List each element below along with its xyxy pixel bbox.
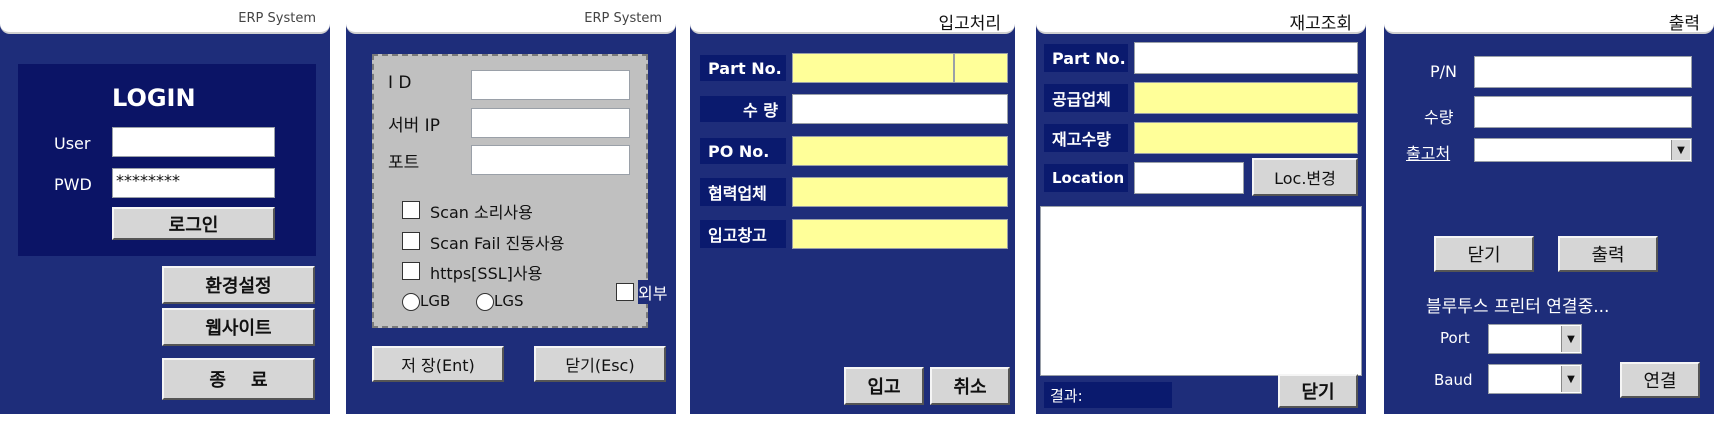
save-button[interactable]: 저 장(Ent) bbox=[372, 346, 504, 382]
qty-input[interactable] bbox=[792, 94, 1008, 124]
chevron-down-icon[interactable]: ▼ bbox=[1671, 140, 1690, 160]
login-screen: ERP System LOGIN User PWD ******** 로그인 환… bbox=[0, 6, 330, 414]
app-title: ERP System bbox=[238, 11, 316, 26]
user-label: User bbox=[54, 134, 91, 153]
screen-title: 출력 bbox=[1668, 14, 1700, 34]
password-input[interactable]: ******** bbox=[112, 168, 275, 198]
port-input[interactable] bbox=[471, 145, 630, 175]
print-screen: 출력 P/N 수량 출고처 ▼ 닫기 출력 블루투스 프린터 연결중... Po… bbox=[1384, 6, 1714, 414]
radio-lgs[interactable] bbox=[476, 293, 494, 311]
scan-sound-label: Scan 소리사용 bbox=[430, 203, 533, 222]
po-no-label: PO No. bbox=[700, 138, 786, 164]
radio-lgs-label: LGS bbox=[494, 292, 524, 310]
settings-panel: I D 서버 IP 포트 Scan 소리사용 Scan Fail 진동사용 ht… bbox=[372, 54, 648, 328]
result-list[interactable] bbox=[1040, 206, 1362, 376]
stock-qty-label: 재고수량 bbox=[1044, 124, 1128, 152]
title-bar: 재고조회 bbox=[1036, 6, 1366, 34]
port-select[interactable]: ▼ bbox=[1488, 324, 1582, 354]
ship-to-label: 출고처 bbox=[1406, 144, 1451, 163]
close-button[interactable]: 닫기(Esc) bbox=[534, 346, 666, 382]
bluetooth-status: 블루투스 프린터 연결중... bbox=[1426, 297, 1610, 317]
pn-label: P/N bbox=[1430, 62, 1458, 81]
website-button[interactable]: 웹사이트 bbox=[162, 308, 315, 346]
title-bar: ERP System bbox=[0, 6, 330, 34]
qty-input[interactable] bbox=[1474, 96, 1692, 128]
external-checkbox[interactable] bbox=[616, 283, 634, 301]
pwd-label: PWD bbox=[54, 175, 92, 194]
location-label: Location bbox=[1044, 164, 1128, 192]
radio-lgb-label: LGB bbox=[420, 292, 451, 310]
close-button[interactable]: 닫기 bbox=[1278, 374, 1358, 408]
https-checkbox[interactable] bbox=[402, 262, 420, 280]
https-label: https[SSL]사용 bbox=[430, 264, 543, 283]
app-title: ERP System bbox=[584, 11, 662, 26]
receiving-screen: 입고처리 Part No. 수 량 PO No. 협력업체 입고창고 입고 취소 bbox=[690, 6, 1015, 414]
loc-change-button[interactable]: Loc.변경 bbox=[1252, 158, 1358, 196]
part-no-label: Part No. bbox=[1044, 44, 1128, 72]
baud-label: Baud bbox=[1434, 371, 1473, 389]
qty-label: 수 량 bbox=[700, 96, 786, 122]
warehouse-input[interactable] bbox=[792, 219, 1008, 249]
port-label: Port bbox=[1440, 329, 1470, 347]
supplier-input[interactable] bbox=[1134, 82, 1358, 114]
chevron-down-icon[interactable]: ▼ bbox=[1561, 326, 1580, 352]
server-ip-input[interactable] bbox=[471, 108, 630, 138]
login-button[interactable]: 로그인 bbox=[112, 207, 275, 240]
part-no-input[interactable] bbox=[1134, 42, 1358, 74]
partner-input[interactable] bbox=[792, 177, 1008, 207]
radio-lgb[interactable] bbox=[402, 293, 420, 311]
login-panel: LOGIN User PWD ******** 로그인 bbox=[18, 64, 316, 256]
result-label: 결과: bbox=[1044, 382, 1172, 408]
cancel-button[interactable]: 취소 bbox=[930, 367, 1010, 405]
title-bar: ERP System bbox=[346, 6, 676, 34]
settings-button[interactable]: 환경설정 bbox=[162, 266, 315, 304]
receive-button[interactable]: 입고 bbox=[844, 367, 924, 405]
external-label: 외부 bbox=[638, 280, 668, 304]
title-bar: 입고처리 bbox=[690, 6, 1015, 34]
id-label: I D bbox=[388, 73, 412, 93]
pn-input[interactable] bbox=[1474, 56, 1692, 88]
server-ip-label: 서버 IP bbox=[388, 116, 440, 136]
warehouse-label: 입고창고 bbox=[700, 220, 786, 248]
settings-screen: ERP System I D 서버 IP 포트 Scan 소리사용 Scan F… bbox=[346, 6, 676, 414]
baud-select[interactable]: ▼ bbox=[1488, 364, 1582, 394]
po-no-input[interactable] bbox=[792, 136, 1008, 166]
scan-fail-checkbox[interactable] bbox=[402, 232, 420, 250]
part-no-suffix-input[interactable] bbox=[954, 53, 1008, 83]
partner-label: 협력업체 bbox=[700, 178, 786, 206]
port-label: 포트 bbox=[388, 153, 420, 173]
password-value: ******** bbox=[116, 171, 180, 190]
inventory-screen: 재고조회 Part No. 공급업체 재고수량 Location Loc.변경 … bbox=[1036, 6, 1366, 414]
print-button[interactable]: 출력 bbox=[1558, 236, 1658, 272]
user-input[interactable] bbox=[112, 127, 275, 157]
supplier-label: 공급업체 bbox=[1044, 84, 1128, 112]
title-bar: 출력 bbox=[1384, 6, 1714, 34]
close-button[interactable]: 닫기 bbox=[1434, 236, 1534, 272]
scan-fail-label: Scan Fail 진동사용 bbox=[430, 234, 565, 253]
part-no-input[interactable] bbox=[792, 53, 954, 83]
part-no-label: Part No. bbox=[700, 55, 786, 81]
id-input[interactable] bbox=[471, 70, 630, 100]
scan-sound-checkbox[interactable] bbox=[402, 201, 420, 219]
screen-title: 재고조회 bbox=[1289, 14, 1352, 34]
exit-button[interactable]: 종 료 bbox=[162, 358, 315, 400]
chevron-down-icon[interactable]: ▼ bbox=[1561, 366, 1580, 392]
login-heading: LOGIN bbox=[112, 84, 196, 112]
qty-label: 수량 bbox=[1424, 108, 1454, 127]
screen-title: 입고처리 bbox=[938, 14, 1001, 34]
stock-qty-input[interactable] bbox=[1134, 122, 1358, 154]
ship-to-select[interactable]: ▼ bbox=[1474, 138, 1692, 162]
location-input[interactable] bbox=[1134, 162, 1244, 194]
connect-button[interactable]: 연결 bbox=[1620, 362, 1700, 398]
